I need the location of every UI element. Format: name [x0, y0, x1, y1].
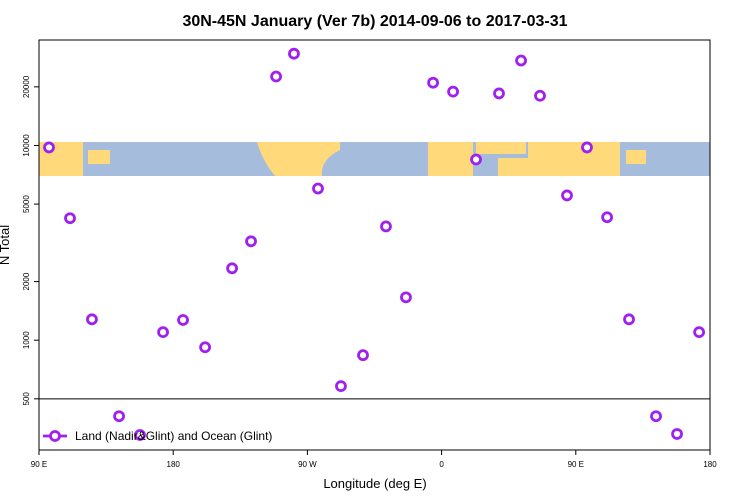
point	[693, 326, 706, 339]
point	[601, 211, 614, 224]
point	[534, 89, 546, 102]
point	[427, 76, 440, 89]
point	[288, 47, 300, 60]
point	[470, 153, 482, 166]
x-tick-label: 90 W	[298, 460, 317, 469]
y-tick-label: 5000	[22, 195, 31, 213]
y-tick-label: 2000	[22, 272, 31, 290]
point	[43, 141, 55, 154]
x-tick-label: 180	[167, 460, 181, 469]
point	[447, 85, 459, 98]
y-tick-label: 500	[22, 392, 31, 406]
point	[561, 189, 573, 202]
y-tick-label: 10000	[22, 134, 31, 157]
y-tick-label: 1000	[22, 331, 31, 349]
legend-label: Land (Nadir&Glint) and Ocean (Glint)	[75, 429, 272, 443]
y-tick-label: 20000	[22, 75, 31, 98]
legend-item: Land (Nadir&Glint) and Ocean (Glint)	[43, 429, 272, 443]
point	[650, 410, 662, 423]
x-tick-label: 0	[439, 460, 444, 469]
point	[312, 182, 324, 195]
point	[199, 341, 212, 354]
plot-frame	[38, 39, 711, 451]
point	[335, 380, 347, 393]
point	[380, 220, 392, 233]
point	[245, 235, 257, 248]
point	[623, 313, 635, 326]
point	[177, 314, 189, 326]
point	[134, 429, 146, 441]
point	[64, 212, 76, 225]
point	[400, 291, 412, 304]
point	[86, 313, 98, 326]
chart-title: 30N-45N January (Ver 7b) 2014-09-06 to 2…	[182, 13, 567, 30]
point	[113, 410, 125, 423]
x-tick-label: 180	[703, 460, 717, 469]
point	[270, 70, 282, 83]
x-tick-label: 90 E	[568, 460, 584, 469]
point	[515, 54, 527, 67]
x-axis-label: Longitude (deg E)	[323, 476, 426, 491]
point	[357, 349, 369, 362]
map-strip	[39, 142, 710, 176]
point	[493, 87, 505, 100]
legend-marker	[49, 430, 61, 442]
point	[581, 141, 593, 154]
point	[226, 262, 238, 275]
point	[157, 326, 169, 339]
x-tick-label: 90 E	[31, 460, 47, 469]
point	[671, 428, 683, 440]
y-axis-label: N Total	[0, 225, 12, 265]
